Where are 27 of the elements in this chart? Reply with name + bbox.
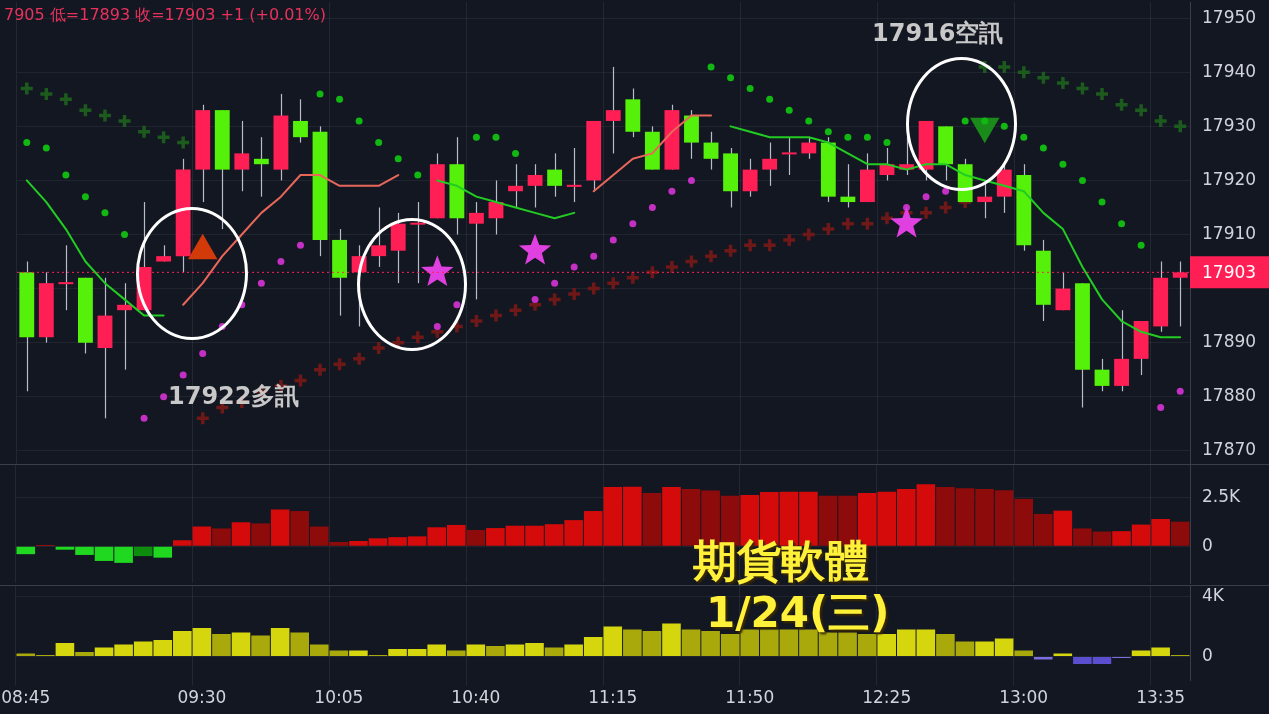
x-tick-label: 12:25 [862,687,912,708]
x-tick-label: 11:15 [588,687,638,708]
annotation: 7905 低=17893 收=17903 +1 (+0.01%) [4,5,326,24]
y-tick-label: 17880 [1202,385,1257,406]
y-tick-label: 17930 [1202,114,1257,135]
y-tick-label: 0 [1202,645,1213,665]
y-tick-label: 17940 [1202,60,1257,81]
x-tick-label: 09:30 [177,687,227,708]
annotation: 1/24(三) [706,588,890,637]
x-tick-label: 10:40 [451,687,501,708]
y-tick-label: 17910 [1202,222,1257,243]
annotation: 期貨軟體 [693,535,869,586]
annotation: 17916空訊 [872,19,1004,47]
y-tick-label: 17920 [1202,168,1257,189]
y-tick-label: 2.5K [1202,486,1242,507]
x-tick-label: 08:45 [1,687,51,708]
y-tick-label: 4K [1202,584,1225,605]
x-tick-label: 10:05 [314,687,364,708]
y-tick-label: 17950 [1202,6,1257,27]
y-tick-label: 17890 [1202,331,1257,352]
y-tick-label: 17870 [1202,439,1257,460]
y-tick-label: 0 [1202,534,1213,555]
ref-line-label: 17903 [1202,261,1257,282]
x-tick-label: 11:50 [725,687,775,708]
x-tick-label: 13:00 [999,687,1049,708]
annotation: 17922多訊 [168,382,300,410]
x-tick-label: 13:35 [1136,687,1186,708]
